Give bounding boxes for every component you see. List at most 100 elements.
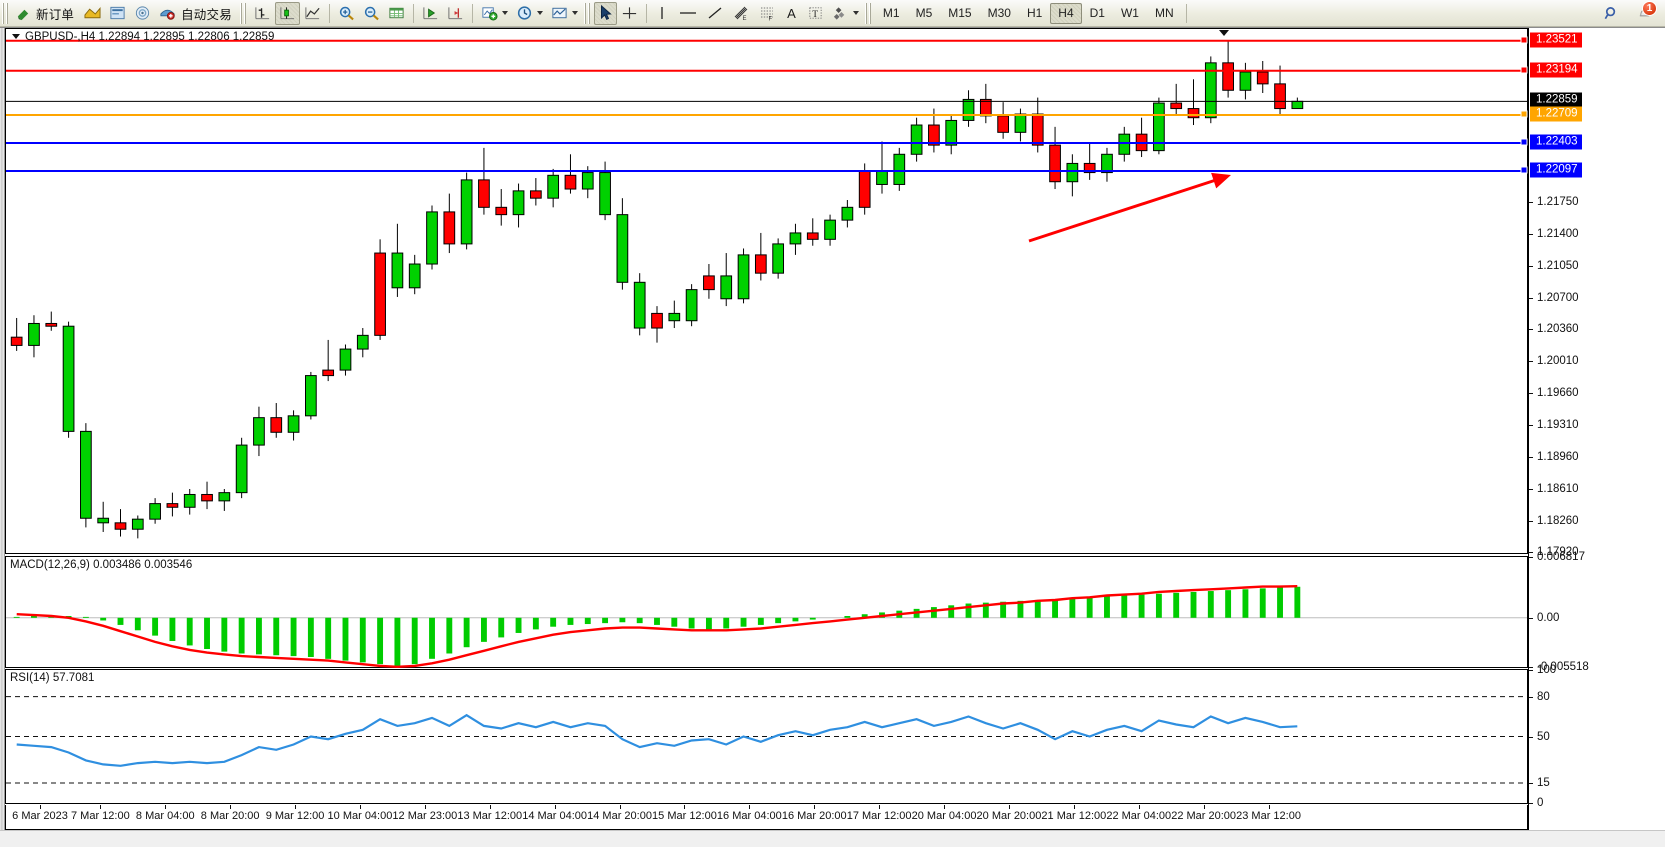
zoom-in-button[interactable]	[334, 2, 359, 25]
text-label-icon: T	[809, 7, 822, 20]
price-level-handle[interactable]	[1520, 110, 1528, 118]
search-icon	[1604, 7, 1616, 20]
timeframe-button-h1[interactable]: H1	[1026, 6, 1043, 20]
toolbar-grip-3[interactable]	[583, 2, 591, 24]
timeframe-button-m15[interactable]: M15	[948, 6, 972, 20]
price-axis-tickmark	[1529, 233, 1533, 235]
price-axis[interactable]: 1.21750 1.21400 1.21050 1.20700 1.20360 1.200…	[1520, 28, 1665, 830]
toolbar-grip[interactable]	[2, 2, 9, 24]
chart-collapse-caret-icon[interactable]	[1219, 30, 1229, 36]
chevron-down-icon-4[interactable]	[852, 11, 859, 15]
timeframe-button-w1[interactable]: W1	[1120, 6, 1139, 20]
cursor-icon	[600, 5, 612, 20]
chart-shift-button[interactable]	[443, 2, 468, 25]
rsi-axis-tick: 0	[1537, 797, 1544, 809]
chevron-down-icon[interactable]	[501, 11, 508, 15]
price-level-label-support[interactable]: 1.22097	[1530, 162, 1582, 178]
chevron-down-icon-2[interactable]	[536, 11, 543, 15]
rsi-axis-tick: 100	[1537, 664, 1557, 676]
rsi-series	[6, 696, 1527, 784]
rsi-axis-tick: 50	[1537, 730, 1550, 743]
price-axis-tickmark	[1529, 552, 1533, 553]
period-button[interactable]	[512, 2, 547, 25]
auto-trading-button[interactable]: 自动交易	[155, 2, 238, 25]
timeframe-button-m30[interactable]: M30	[987, 6, 1011, 20]
toolbar-separator-2	[412, 3, 414, 23]
time-axis[interactable]: 6 Mar 2023 7 Mar 12:00 8 Mar 04:00 8 Mar 20…	[5, 805, 1528, 830]
macd-indicator-panel[interactable]: MACD(12,26,9) 0.003486 0.003546	[5, 556, 1528, 669]
price-level-handle[interactable]	[1520, 36, 1528, 44]
line-chart-icon	[305, 7, 320, 20]
price-level-label-support[interactable]: 1.22403	[1530, 134, 1582, 150]
timeframe-button-h4[interactable]: H4	[1050, 2, 1082, 24]
time-axis-tick: 23 Mar 12:00	[1236, 810, 1301, 822]
line-chart-button[interactable]	[300, 2, 325, 25]
shapes-icon	[833, 7, 845, 20]
rsi-indicator-panel[interactable]: RSI(14) 57.7081	[5, 669, 1528, 804]
text-icon: A	[787, 5, 796, 21]
toolbar-separator-5	[1185, 3, 1187, 23]
price-axis-tickmark	[1529, 265, 1533, 267]
timeframe-button-d1[interactable]: D1	[1089, 6, 1105, 20]
fibonacci-button[interactable]: F	[754, 2, 780, 25]
indicator-list-button[interactable]	[80, 2, 105, 25]
price-level-label-resistance[interactable]: 1.23521	[1530, 32, 1582, 48]
vline-icon	[661, 7, 664, 19]
price-axis-tick: 1.18610	[1537, 482, 1579, 495]
new-order-button[interactable]: 新订单	[12, 2, 80, 25]
equidistant-channel-button[interactable]: E	[728, 2, 754, 25]
chart-menu-caret-icon[interactable]	[12, 34, 20, 39]
horizontal-line-button[interactable]	[674, 2, 702, 25]
data-window-button[interactable]	[384, 2, 409, 25]
price-axis-tickmark	[1529, 424, 1533, 426]
equidistant-channel-icon: E	[734, 6, 748, 21]
templates-button[interactable]	[547, 2, 582, 25]
text-label-button[interactable]: T	[803, 2, 828, 25]
text-button[interactable]: A	[780, 2, 803, 25]
price-level-label-pivot[interactable]: 1.22709	[1530, 106, 1582, 122]
trendline-button[interactable]	[702, 2, 728, 25]
price-level-label-current-price[interactable]: 1.22859	[1530, 92, 1582, 108]
timeframe-button-m1[interactable]: M1	[882, 6, 900, 20]
market-watch-icon	[110, 6, 125, 20]
time-axis-tickmark	[1073, 805, 1075, 809]
chevron-down-icon-3[interactable]	[571, 11, 578, 15]
new-order-icon	[17, 9, 29, 20]
price-axis-tick: 1.19660	[1537, 386, 1579, 399]
zoom-out-button[interactable]	[359, 2, 384, 25]
bar-chart-button[interactable]	[250, 2, 275, 25]
rsi-axis-tickmark	[1529, 670, 1533, 671]
timeframe-button-m5[interactable]: M5	[915, 6, 933, 20]
chart-horizontal-scrollbar[interactable]	[0, 28, 5, 830]
time-axis-tickmark	[359, 805, 361, 809]
price-axis-tick: 1.18960	[1537, 450, 1579, 463]
time-axis-tick: 13 Mar 12:00	[457, 810, 523, 822]
toolbar-grip-2[interactable]	[239, 2, 247, 24]
vertical-line-button[interactable]	[651, 2, 674, 25]
shapes-button[interactable]	[828, 2, 863, 25]
price-chart-panel[interactable]: GBPUSD-,H4 1.22894 1.22895 1.22806 1.228…	[5, 28, 1528, 554]
macd-axis-tick: 0.006817	[1537, 551, 1585, 563]
timeframe-button-mn[interactable]: MN	[1154, 6, 1174, 20]
time-axis-tickmark	[1203, 805, 1205, 809]
cursor-button[interactable]	[593, 1, 617, 25]
price-level-handle[interactable]	[1520, 138, 1528, 146]
market-watch-button[interactable]	[105, 2, 130, 25]
signals-button[interactable]	[130, 2, 155, 25]
time-axis-tickmark	[1138, 805, 1140, 809]
autoscroll-button[interactable]	[418, 2, 443, 25]
toolbar-separator	[328, 3, 330, 23]
chart-area: GBPUSD-,H4 1.22894 1.22895 1.22806 1.228…	[0, 27, 1665, 847]
price-level-handle[interactable]	[1520, 166, 1528, 174]
time-axis-tick: 17 Mar 12:00	[846, 810, 912, 822]
toolbar-grip-4[interactable]	[864, 2, 872, 24]
time-axis-tick: 16 Mar 04:00	[716, 810, 782, 822]
price-level-handle[interactable]	[1520, 66, 1528, 74]
search-button[interactable]	[1599, 2, 1624, 25]
price-level-label-resistance[interactable]: 1.23194	[1530, 62, 1582, 78]
candlestick-chart-button[interactable]	[274, 1, 300, 25]
notifications-button[interactable]: 1	[1632, 0, 1657, 25]
crosshair-button[interactable]	[617, 2, 642, 25]
time-axis-tick: 10 Mar 04:00	[327, 810, 393, 822]
add-indicator-button[interactable]	[477, 2, 512, 25]
